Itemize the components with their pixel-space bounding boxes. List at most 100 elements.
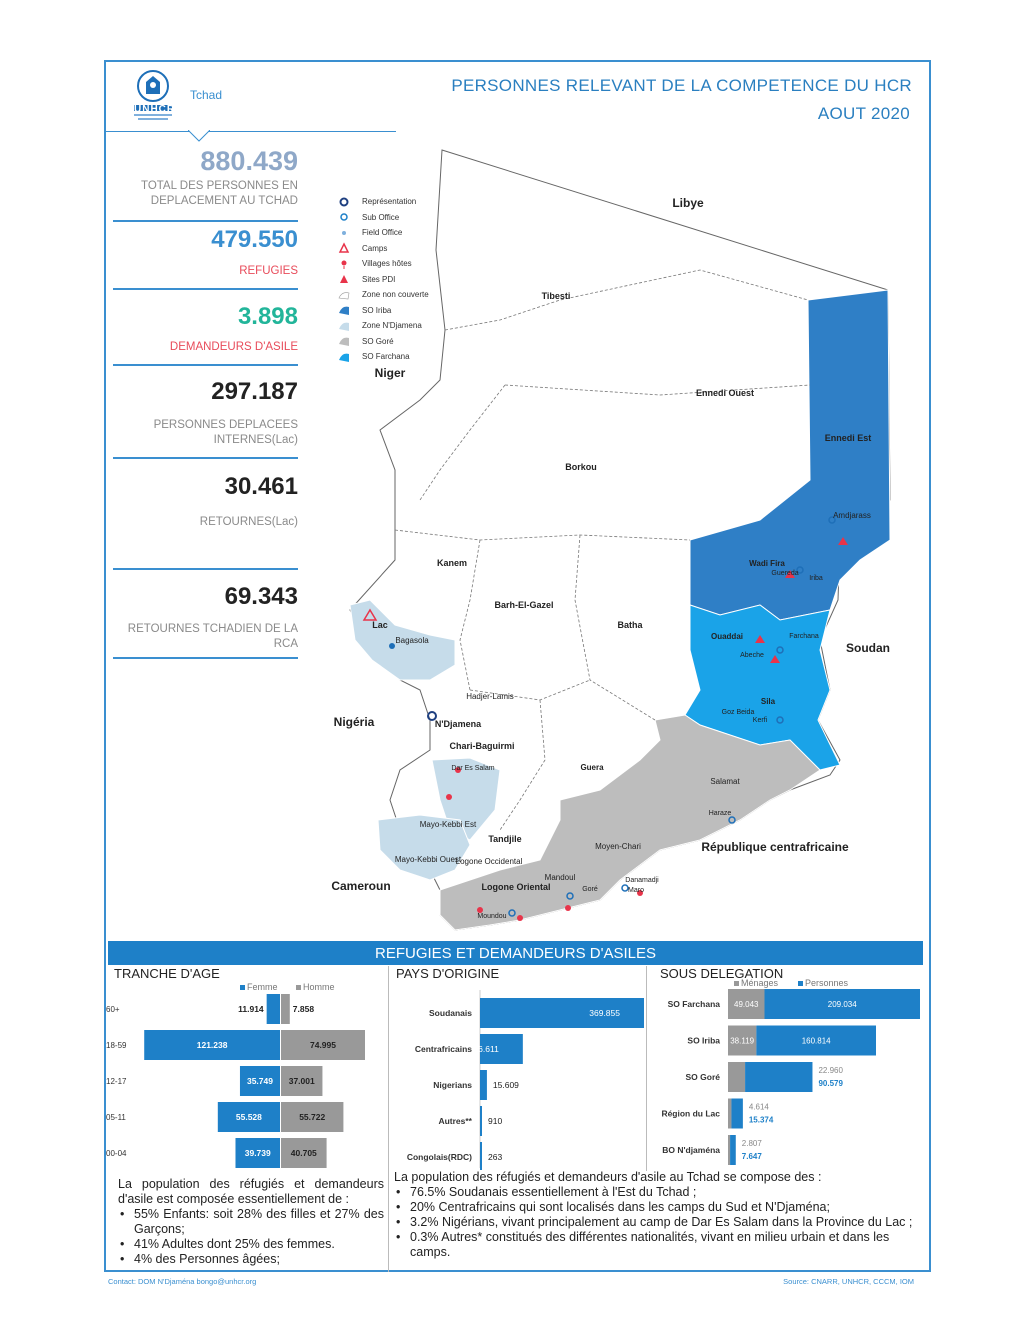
ndjamena-zone-icon — [339, 322, 349, 331]
representation-marker — [427, 711, 437, 721]
bullet-item: • 55% Enfants: soit 28% des filles et 27%… — [118, 1207, 384, 1237]
label-gore: Goré — [582, 886, 598, 893]
origin-value-label: 263 — [488, 1152, 502, 1162]
delegation-bar-menages — [728, 1062, 746, 1092]
uncovered-zone-icon — [338, 292, 350, 300]
age-value-homme: 7.858 — [293, 1004, 315, 1014]
label-goz-beida: Goz Beida — [722, 709, 755, 716]
delegation-title: SOUS DELEGATION — [660, 966, 784, 981]
label-bagasola: Bagasola — [395, 636, 429, 645]
stat-divider — [113, 457, 298, 459]
legend-item: Camps — [338, 241, 478, 257]
org-name: UNHCR — [134, 104, 176, 115]
delegation-value-menages: 2.807 — [742, 1139, 763, 1148]
ndjamena-zone-mayo — [377, 814, 471, 881]
so-iriba-icon — [339, 306, 349, 316]
label-borkou: Borkou — [565, 462, 597, 472]
label-salamat: Salamat — [710, 777, 740, 786]
legend-item: Représentation — [338, 194, 478, 210]
label-ennedi-ouest: Ennedi Ouest — [696, 388, 754, 398]
origin-category-label: Soudanais — [429, 1008, 472, 1018]
delegation-value-personnes: 15.374 — [749, 1116, 774, 1125]
legend-label: Sites PDI — [362, 274, 396, 284]
origin-category-label: Autres** — [438, 1116, 472, 1126]
stat-refugees-value: 479.550 — [211, 226, 298, 253]
bullet-text: 76.5% Soudanais essentiellement à l'Est … — [410, 1185, 697, 1199]
label-libye: Libye — [672, 196, 704, 210]
label-moundou: Moundou — [477, 913, 506, 920]
stat-idp-label: PERSONNES DEPLACEES INTERNES(Lac) — [153, 419, 298, 446]
legend-label: SO Farchana — [362, 352, 410, 362]
bullet-item: • 3.2% Nigérians, vivant principalement a… — [394, 1215, 924, 1230]
age-bar-femme — [266, 994, 280, 1024]
label-iriba: Iriba — [809, 575, 823, 582]
label-ouaddai: Ouaddai — [711, 632, 743, 641]
bullet-item: • 0.3% Autres* constitués des différentes… — [394, 1230, 924, 1260]
delegation-chart: SO Farchana 49.043 209.034 SO Iriba 38.119 16… — [661, 989, 920, 1165]
label-amdjarass: Amdjarass — [833, 511, 871, 520]
delegation-value-menages: 38.119 — [730, 1037, 754, 1046]
label-mayo-kebbi-est: Mayo-Kebbi Est — [420, 820, 477, 829]
delegation-value-menages: 22.960 — [818, 1066, 843, 1075]
bullet-icon: • — [396, 1185, 401, 1199]
stat-returnees-value: 30.461 — [224, 473, 298, 500]
delegation-bar-menages — [728, 989, 765, 1019]
age-bar-homme — [281, 1138, 327, 1168]
delegation-category-label: SO Farchana — [668, 999, 721, 1009]
map-legend: Représentation Sub Office Field Office Camp… — [338, 194, 478, 365]
bullet-item: • 20% Centrafricains qui sont localisés d… — [394, 1200, 924, 1215]
age-summary-intro: La population des réfugiés et demandeurs… — [118, 1177, 384, 1206]
bullet-icon: • — [396, 1200, 401, 1214]
legend-label: Zone N'Djamena — [362, 321, 422, 331]
footer-source: Source: CNARR, UNHCR, CCCM, IOM — [783, 1277, 914, 1286]
representation-icon — [339, 197, 349, 207]
delegation-value-personnes: 7.647 — [742, 1152, 763, 1161]
age-summary: La population des réfugiés et demandeurs… — [118, 1177, 384, 1267]
delegation-value-personnes: 90.579 — [818, 1079, 843, 1088]
label-moyen-chari: Moyen-Chari — [595, 842, 641, 851]
delegation-bar-menages — [728, 1135, 731, 1165]
age-bar-femme — [239, 1066, 280, 1096]
age-value-femme: 35.749 — [247, 1076, 273, 1086]
label-wadi-fira: Wadi Fira — [749, 559, 785, 568]
label-guereda: Guereda — [771, 570, 798, 577]
refugees-banner: REFUGIES ET DEMANDEURS D'ASILES — [108, 941, 923, 965]
delegation-category-label: SO Iriba — [687, 1036, 720, 1046]
origin-title: PAYS D'ORIGINE — [396, 966, 500, 981]
province-borders — [394, 269, 811, 831]
age-bar-femme — [144, 1030, 280, 1060]
bullet-item: • 4% des Personnes âgées; — [118, 1252, 384, 1267]
bullet-item: • 41% Adultes dont 25% des femmes. — [118, 1237, 384, 1252]
so-gore-zone — [439, 714, 821, 931]
delegation-bar-menages — [728, 1025, 757, 1056]
bullet-item: • 76.5% Soudanais essentiellement à l'Est… — [394, 1185, 924, 1200]
stat-returnees-label: RETOURNES(Lac) — [199, 516, 298, 528]
delegation-bar-personnes — [764, 989, 920, 1019]
label-logone-oriental: Logone Oriental — [481, 882, 550, 892]
origin-bar — [480, 1034, 523, 1064]
bullet-icon: • — [120, 1252, 125, 1266]
page-frame — [104, 60, 931, 1272]
delegation-bar-personnes — [756, 1025, 876, 1056]
label-danamadji: Danamadji — [625, 877, 659, 884]
age-bar-homme — [281, 994, 290, 1024]
label-chari-baguirmi: Chari-Baguirmi — [449, 741, 514, 751]
label-ennedi-est: Ennedi Est — [825, 433, 872, 443]
delegation-category-label: SO Goré — [686, 1072, 721, 1082]
age-value-homme: 37.001 — [289, 1076, 315, 1086]
stat-divider — [113, 364, 298, 366]
legend-item: Sites PDI — [338, 272, 478, 288]
age-legend-femme: Femme — [240, 982, 278, 992]
age-bar-femme — [217, 1102, 280, 1132]
field-office-icon — [342, 230, 346, 235]
legend-item: Sub Office — [338, 210, 478, 226]
origin-category-label: Congolais(RDC) — [407, 1152, 472, 1162]
stat-total-label: TOTAL DES PERSONNES EN DEPLACEMENT AU TC… — [141, 180, 298, 207]
stat-divider — [113, 657, 298, 659]
origin-bar — [480, 1070, 487, 1100]
origin-bar — [480, 1142, 482, 1170]
label-rca: République centrafricaine — [701, 840, 849, 854]
age-category-label: 00-04 — [106, 1149, 127, 1158]
bullet-icon: • — [396, 1230, 401, 1244]
stat-rca-returnees-value: 69.343 — [224, 583, 298, 610]
